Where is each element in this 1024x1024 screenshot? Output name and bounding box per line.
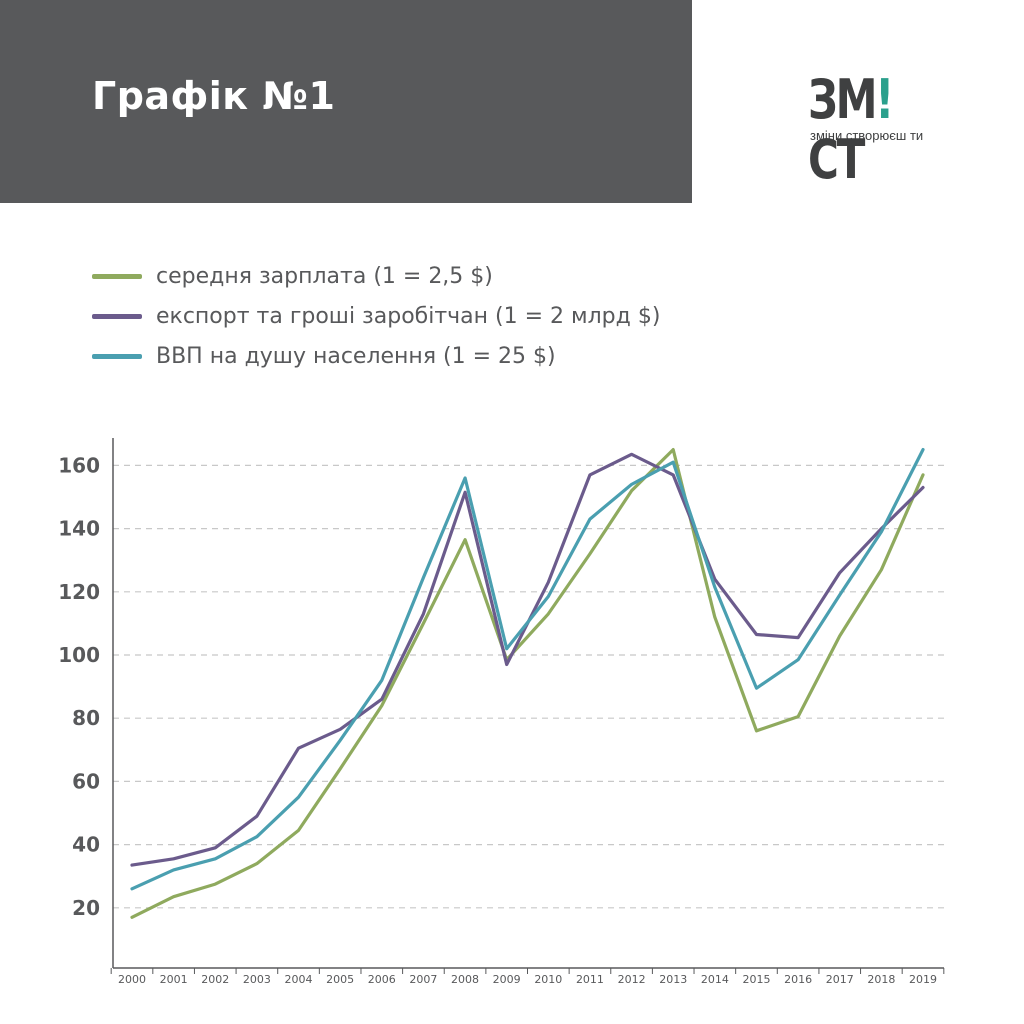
logo-wordmark: ЗМ!СТ (808, 70, 925, 190)
y-tick-label: 60 (72, 769, 100, 793)
x-tick-label: 2006 (368, 973, 396, 986)
x-tick-label: 2003 (243, 973, 271, 986)
x-tick-label: 2002 (201, 973, 229, 986)
legend-item-gdp: ВВП на душу населення (1 = 25 $) (92, 336, 660, 376)
page-title: Графік №1 (92, 74, 336, 118)
y-tick-label: 120 (58, 580, 100, 604)
legend-swatch-gdp (92, 353, 142, 359)
legend-label-export: експорт та гроші заробітчан (1 = 2 млрд … (156, 303, 661, 329)
legend-label-salary: середня зарплата (1 = 2,5 $) (156, 263, 493, 289)
x-tick-label: 2017 (826, 973, 854, 986)
logo-tagline: зміни створюєш ти (810, 128, 924, 143)
y-tick-label: 100 (58, 643, 100, 667)
legend-swatch-export (92, 313, 142, 319)
series-line-gdp (130, 448, 925, 891)
series-line-salary (130, 448, 925, 919)
x-tick-label: 2005 (326, 973, 354, 986)
y-tick-label: 40 (72, 833, 100, 857)
x-tick-label: 2016 (784, 973, 812, 986)
header-band: Графік №1 (0, 0, 692, 203)
legend-item-export: експорт та гроші заробітчан (1 = 2 млрд … (92, 296, 660, 336)
x-tick-label: 2012 (618, 973, 646, 986)
x-tick-label: 2018 (867, 973, 895, 986)
x-tick-label: 2013 (659, 973, 687, 986)
line-chart: 20 40 60 80 100 120 140 160 2000 2001 2002 2003 2004… (58, 438, 945, 986)
x-tick-label: 2015 (742, 973, 770, 986)
x-tick-label: 2019 (909, 973, 937, 986)
legend-swatch-salary (92, 273, 142, 279)
x-tick-label: 2011 (576, 973, 604, 986)
series-line-export (130, 452, 925, 867)
legend-label-gdp: ВВП на душу населення (1 = 25 $) (156, 343, 556, 369)
x-tick-label: 2007 (409, 973, 437, 986)
y-tick-label: 160 (58, 453, 100, 477)
brand-logo: ЗМ!СТ зміни створюєш ти (808, 70, 958, 190)
y-tick-label: 20 (72, 896, 100, 920)
chart-legend: середня зарплата (1 = 2,5 $) експорт та … (92, 256, 660, 376)
logo-word-accent: ! (875, 68, 894, 131)
x-tick-label: 2009 (493, 973, 521, 986)
x-tick-label: 2000 (118, 973, 146, 986)
x-tick-label: 2010 (534, 973, 562, 986)
y-tick-label: 80 (72, 706, 100, 730)
x-tick-label: 2008 (451, 973, 479, 986)
y-tick-label: 140 (58, 517, 100, 541)
x-tick-label: 2014 (701, 973, 729, 986)
x-tick-label: 2001 (160, 973, 188, 986)
x-tick-label: 2004 (285, 973, 313, 986)
legend-item-salary: середня зарплата (1 = 2,5 $) (92, 256, 660, 296)
logo-word-right: СТ (808, 128, 865, 191)
logo-word-left: ЗМ (808, 68, 878, 131)
